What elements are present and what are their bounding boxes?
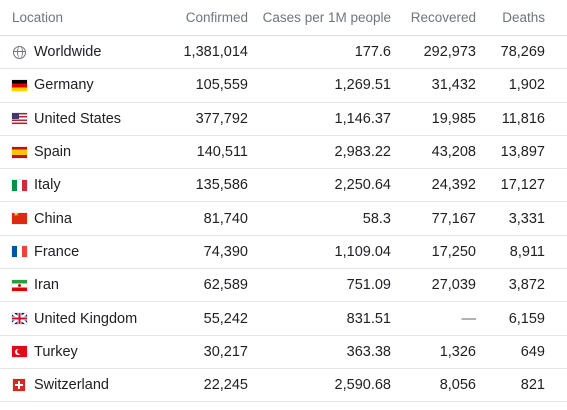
table-row[interactable]: Spain 140,511 2,983.22 43,208 13,897 xyxy=(0,136,567,170)
deaths-value: 3,331 xyxy=(508,210,545,227)
recovered-value: 1,326 xyxy=(439,343,476,360)
turkey-flag-icon xyxy=(12,346,27,358)
recovered-value: 43,208 xyxy=(431,144,476,161)
header-cases-per-1m[interactable]: Cases per 1M people xyxy=(262,10,391,25)
cases-per-1m-value: 58.3 xyxy=(362,210,391,227)
table-row[interactable]: United States 377,792 1,146.37 19,985 11… xyxy=(0,103,567,136)
cases-per-1m-value: 177.6 xyxy=(354,44,391,61)
germany-flag-icon xyxy=(12,79,27,91)
confirmed-value: 1,381,014 xyxy=(183,44,248,61)
location-name: Germany xyxy=(34,77,94,94)
france-flag-icon xyxy=(12,246,27,258)
confirmed-value: 22,245 xyxy=(203,377,248,394)
cases-per-1m-value: 363.38 xyxy=(346,343,391,360)
united-kingdom-flag-icon xyxy=(12,313,27,325)
table-row[interactable]: Germany 105,559 1,269.51 31,432 1,902 xyxy=(0,69,567,103)
globe-icon xyxy=(13,45,26,59)
header-location[interactable]: Location xyxy=(12,10,64,25)
recovered-value: — xyxy=(461,310,477,327)
confirmed-value: 135,586 xyxy=(195,177,248,194)
deaths-value: 649 xyxy=(520,343,545,360)
header-deaths[interactable]: Deaths xyxy=(502,10,545,25)
table-row[interactable]: United Kingdom 55,242 831.51 — 6,159 xyxy=(0,302,567,336)
confirmed-value: 105,559 xyxy=(195,77,248,94)
iran-flag-icon xyxy=(12,279,27,291)
deaths-value: 11,816 xyxy=(501,110,545,127)
recovered-value: 24,392 xyxy=(431,177,476,194)
location-name: China xyxy=(34,210,72,227)
italy-flag-icon xyxy=(12,179,27,191)
confirmed-value: 74,390 xyxy=(203,243,248,260)
location-name: Iran xyxy=(34,277,59,294)
recovered-value: 8,056 xyxy=(439,377,476,394)
header-recovered[interactable]: Recovered xyxy=(410,10,476,25)
recovered-value: 17,250 xyxy=(431,243,476,260)
deaths-value: 821 xyxy=(520,377,545,394)
switzerland-flag-icon xyxy=(13,379,25,392)
cases-per-1m-value: 2,250.64 xyxy=(334,177,391,194)
confirmed-value: 81,740 xyxy=(203,210,248,227)
location-name: Worldwide xyxy=(34,44,102,61)
confirmed-value: 140,511 xyxy=(196,144,248,161)
table-row[interactable]: Turkey 30,217 363.38 1,326 649 xyxy=(0,336,567,369)
header-confirmed[interactable]: Confirmed xyxy=(185,10,248,25)
recovered-value: 77,167 xyxy=(431,210,476,227)
china-flag-icon xyxy=(12,213,27,225)
table-row[interactable]: Switzerland 22,245 2,590.68 8,056 821 xyxy=(0,369,567,403)
confirmed-value: 377,792 xyxy=(195,110,248,127)
recovered-value: 292,973 xyxy=(423,44,476,61)
cases-per-1m-value: 751.09 xyxy=(346,277,391,294)
table-row[interactable]: Italy 135,586 2,250.64 24,392 17,127 xyxy=(0,169,567,203)
recovered-value: 27,039 xyxy=(431,277,476,294)
cases-per-1m-value: 831.51 xyxy=(346,310,391,327)
deaths-value: 78,269 xyxy=(500,44,545,61)
cases-per-1m-value: 2,590.68 xyxy=(334,377,391,394)
deaths-value: 17,127 xyxy=(500,177,545,194)
table-row[interactable]: China 81,740 58.3 77,167 3,331 xyxy=(0,202,567,236)
location-name: France xyxy=(34,243,80,260)
location-name: Switzerland xyxy=(34,377,109,394)
cases-per-1m-value: 1,269.51 xyxy=(334,77,391,94)
deaths-value: 1,902 xyxy=(508,77,545,94)
location-name: Spain xyxy=(34,144,72,161)
united-states-flag-icon xyxy=(12,113,27,125)
location-name: Italy xyxy=(34,177,61,194)
recovered-value: 31,432 xyxy=(431,77,476,94)
cases-per-1m-value: 2,983.22 xyxy=(334,144,391,161)
deaths-value: 13,897 xyxy=(500,144,545,161)
location-name: United Kingdom xyxy=(34,310,138,327)
table-row[interactable]: France 74,390 1,109.04 17,250 8,911 xyxy=(0,236,567,270)
spain-flag-icon xyxy=(12,146,27,158)
table-header-row: Location Confirmed Cases per 1M people R… xyxy=(0,0,567,36)
table-row[interactable]: Worldwide 1,381,014 177.6 292,973 78,269 xyxy=(0,36,567,70)
confirmed-value: 30,217 xyxy=(203,343,248,360)
location-name: Turkey xyxy=(34,343,78,360)
table-row[interactable]: Iran 62,589 751.09 27,039 3,872 xyxy=(0,269,567,303)
deaths-value: 6,159 xyxy=(508,310,545,327)
deaths-value: 8,911 xyxy=(509,243,545,260)
cases-per-1m-value: 1,109.04 xyxy=(334,243,391,260)
cases-per-1m-value: 1,146.37 xyxy=(334,110,391,127)
recovered-value: 19,985 xyxy=(431,110,476,127)
confirmed-value: 62,589 xyxy=(203,277,248,294)
confirmed-value: 55,242 xyxy=(203,310,248,327)
deaths-value: 3,872 xyxy=(508,277,545,294)
location-name: United States xyxy=(34,110,122,127)
